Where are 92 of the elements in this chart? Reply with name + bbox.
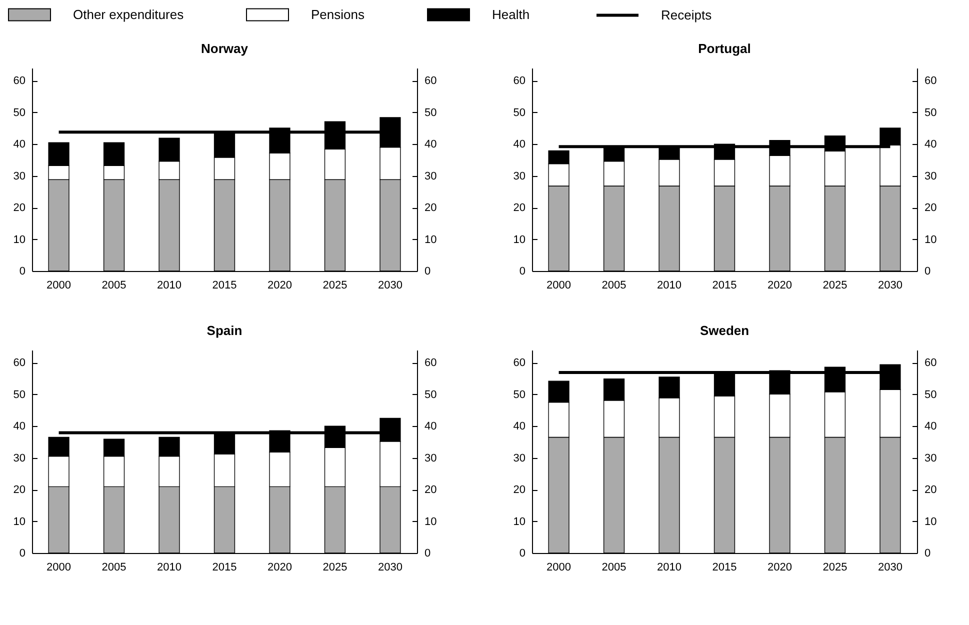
- y2-tick-label: 60: [924, 75, 937, 88]
- y2-tick-label: 20: [924, 202, 937, 214]
- x-tick-label: 2000: [46, 562, 72, 574]
- y2-tick-label: 40: [424, 420, 437, 433]
- y2-tick-label: 30: [424, 170, 437, 182]
- y-tick-label: 60: [13, 357, 26, 370]
- y2-tick-label: 10: [424, 234, 437, 246]
- x-tick-label: 2025: [822, 562, 848, 574]
- y-tick-label: 40: [13, 420, 26, 433]
- x-tick-label: 2020: [267, 280, 292, 292]
- x-tick-label: 2015: [712, 562, 737, 574]
- x-tick-label: 2015: [212, 562, 237, 574]
- y2-tick-label: 50: [424, 388, 437, 401]
- legend-label: Pensions: [311, 6, 365, 22]
- y2-tick-label: 0: [924, 548, 931, 560]
- y-tick-label: 40: [513, 138, 526, 151]
- y-tick-label: 40: [513, 420, 526, 433]
- y2-tick-label: 10: [924, 516, 937, 528]
- chart-title: Norway: [201, 41, 249, 56]
- y2-tick-label: 50: [924, 106, 937, 119]
- legend-label: Health: [492, 6, 530, 22]
- chart-title: Portugal: [698, 41, 751, 56]
- x-tick-label: 2030: [378, 280, 402, 292]
- y-tick-label: 10: [513, 234, 526, 246]
- legend-label: Other expenditures: [73, 6, 184, 22]
- x-tick-label: 2020: [267, 562, 292, 574]
- y-tick-label: 10: [13, 234, 26, 246]
- x-tick-label: 2020: [767, 562, 792, 574]
- y-tick-label: 0: [19, 266, 26, 278]
- x-tick-label: 2025: [822, 280, 848, 292]
- x-tick-label: 2005: [602, 280, 626, 292]
- x-tick-label: 2000: [546, 562, 572, 574]
- y2-tick-label: 30: [924, 452, 937, 464]
- y2-tick-label: 40: [424, 138, 437, 151]
- y2-tick-label: 10: [924, 234, 937, 246]
- y-tick-label: 20: [513, 484, 526, 496]
- x-tick-label: 2025: [322, 562, 348, 574]
- x-tick-label: 2030: [878, 280, 902, 292]
- y-tick-label: 50: [513, 106, 526, 119]
- x-tick-label: 2005: [602, 562, 626, 574]
- y2-tick-label: 60: [424, 75, 437, 88]
- y-tick-label: 30: [13, 452, 26, 464]
- y-tick-label: 0: [519, 266, 526, 278]
- y-tick-label: 20: [513, 202, 526, 214]
- y-tick-label: 0: [19, 548, 26, 560]
- y2-tick-label: 40: [924, 138, 937, 151]
- y2-tick-label: 20: [424, 484, 437, 496]
- y-tick-label: 10: [513, 516, 526, 528]
- x-tick-label: 2010: [657, 280, 682, 292]
- x-tick-label: 2000: [46, 280, 72, 292]
- x-tick-label: 2015: [712, 280, 737, 292]
- x-tick-label: 2025: [322, 280, 348, 292]
- y-tick-label: 20: [13, 202, 26, 214]
- y2-tick-label: 50: [924, 388, 937, 401]
- x-tick-label: 2005: [102, 562, 126, 574]
- y2-tick-label: 40: [924, 420, 937, 433]
- x-tick-label: 2030: [378, 562, 402, 574]
- y2-tick-label: 30: [924, 170, 937, 182]
- x-tick-label: 2020: [767, 280, 792, 292]
- x-tick-label: 2010: [157, 280, 182, 292]
- y2-tick-label: 30: [424, 452, 437, 464]
- x-tick-label: 2010: [157, 562, 182, 574]
- y2-tick-label: 50: [424, 106, 437, 119]
- y2-tick-label: 0: [424, 548, 431, 560]
- legend-label: Receipts: [661, 7, 712, 22]
- chart-title: Sweden: [700, 323, 750, 338]
- y-tick-label: 50: [13, 388, 26, 401]
- y2-tick-label: 10: [424, 516, 437, 528]
- y-tick-label: 50: [13, 106, 26, 119]
- x-tick-label: 2030: [878, 562, 902, 574]
- y2-tick-label: 60: [924, 357, 937, 370]
- x-tick-label: 2005: [102, 280, 126, 292]
- y2-tick-label: 0: [424, 266, 431, 278]
- y-tick-label: 50: [513, 388, 526, 401]
- y-tick-label: 60: [513, 75, 526, 88]
- x-tick-label: 2000: [546, 280, 572, 292]
- x-tick-label: 2010: [657, 562, 682, 574]
- y-tick-label: 30: [513, 452, 526, 464]
- y2-tick-label: 20: [424, 202, 437, 214]
- y-tick-label: 20: [13, 484, 26, 496]
- y2-tick-label: 60: [424, 357, 437, 370]
- y2-tick-label: 20: [924, 484, 937, 496]
- y-tick-label: 60: [513, 357, 526, 370]
- y2-tick-label: 0: [924, 266, 931, 278]
- y-tick-label: 60: [13, 75, 26, 88]
- y-tick-label: 10: [13, 516, 26, 528]
- y-tick-label: 0: [519, 548, 526, 560]
- x-tick-label: 2015: [212, 280, 237, 292]
- y-tick-label: 30: [13, 170, 26, 182]
- y-tick-label: 30: [513, 170, 526, 182]
- chart-title: Spain: [206, 323, 242, 338]
- y-tick-label: 40: [13, 138, 26, 151]
